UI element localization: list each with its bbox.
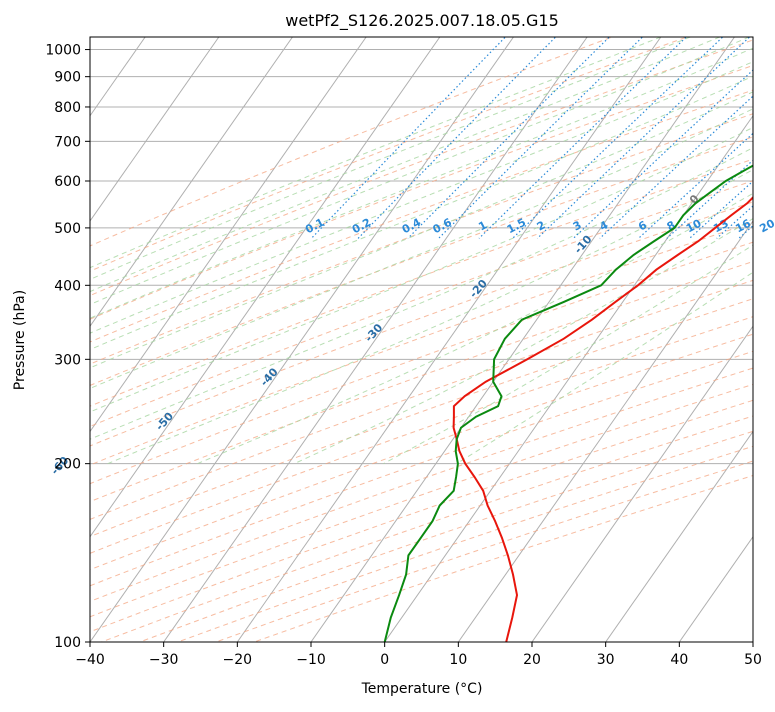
dry-adiabat <box>254 35 775 642</box>
y-tick-label: 100 <box>54 635 81 651</box>
dry-adiabat <box>63 35 775 642</box>
plot-frame <box>90 37 753 642</box>
x-tick-label: 50 <box>744 652 762 668</box>
y-axis-label: Pressure (hPa) <box>12 290 28 390</box>
chart-title: wetPf2_S126.2025.007.18.05.G15 <box>285 11 559 31</box>
dry-adiabat <box>0 35 775 642</box>
mixing-ratio-line <box>600 35 775 239</box>
isotherm-line <box>0 37 366 642</box>
dry-adiabat <box>0 35 775 642</box>
x-tick-label: 10 <box>449 652 467 668</box>
x-tick-label: −40 <box>75 652 105 668</box>
isotherm-line <box>0 37 219 642</box>
moist-adiabat <box>0 37 690 464</box>
y-tick-label: 300 <box>54 352 81 368</box>
dry-adiabat <box>216 35 775 642</box>
mixing-ratio-line <box>311 35 507 239</box>
x-axis-label: Temperature (°C) <box>361 681 483 697</box>
temperature-profile-line <box>454 56 775 642</box>
dry-adiabat <box>0 35 775 642</box>
mixing-ratio-label: 13 <box>711 217 731 236</box>
dry-adiabat <box>0 35 775 642</box>
x-tick-label: −30 <box>149 652 179 668</box>
x-tick-label: −10 <box>296 652 326 668</box>
mixing-ratio-label: 1.5 <box>505 216 528 237</box>
isotherm-label: -30 <box>362 321 385 345</box>
dry-adiabat <box>0 35 775 642</box>
dry-adiabat <box>0 35 694 642</box>
x-tick-label: 40 <box>670 652 688 668</box>
moist-adiabat <box>294 37 775 464</box>
mixing-ratio-line <box>717 35 775 239</box>
y-tick-label: 900 <box>54 70 81 86</box>
mixing-ratio-label: 2 <box>535 218 548 233</box>
dry-adiabat <box>0 35 775 642</box>
mixing-ratio-label: 16 <box>733 217 753 236</box>
isotherm-line <box>385 37 775 642</box>
mixing-ratio-label: 4 <box>597 218 610 233</box>
dry-adiabat <box>0 35 775 642</box>
mixing-ratio-label: 20 <box>757 217 775 236</box>
background-lines <box>0 35 775 642</box>
y-tick-label: 700 <box>54 134 81 150</box>
dry-adiabat <box>0 35 775 642</box>
isotherm-line <box>90 37 514 642</box>
isotherm-line <box>0 37 72 642</box>
mixing-ratio-labels: 0.10.20.40.611.52346810131620253036 <box>303 216 775 237</box>
y-tick-label: 400 <box>54 278 81 294</box>
dry-adiabat <box>0 35 775 642</box>
x-tick-label: 30 <box>597 652 615 668</box>
isotherm-line <box>679 37 775 642</box>
moist-adiabat <box>0 37 661 464</box>
mixing-ratio-line <box>358 35 558 239</box>
y-tick-label: 600 <box>54 174 81 190</box>
isotherm-line <box>0 37 293 642</box>
mixing-ratio-label: 10 <box>684 217 704 236</box>
y-tick-label: 800 <box>54 100 81 116</box>
mixing-ratio-line <box>639 35 775 239</box>
isotherm-label: -40 <box>258 365 281 389</box>
isotherm-line <box>532 37 775 642</box>
moist-adiabat <box>197 37 775 464</box>
mixing-ratio-line <box>667 35 775 239</box>
y-tick-label: 1000 <box>45 43 81 59</box>
mixing-ratio-line <box>479 35 689 239</box>
dry-adiabat <box>0 35 775 642</box>
dry-adiabat <box>0 35 775 642</box>
x-tick-label: −20 <box>223 652 253 668</box>
isotherm-label: -20 <box>467 277 490 301</box>
x-ticks: −40 −30 −20 −10 0 10 20 30 40 50 <box>75 642 762 668</box>
mixing-ratio-line <box>739 35 775 239</box>
dry-adiabat <box>0 35 775 642</box>
dry-adiabat <box>0 35 775 642</box>
isotherm-line <box>753 37 775 642</box>
mixing-ratio-label: 6 <box>636 218 649 233</box>
mixing-ratio-line <box>690 35 775 239</box>
x-tick-label: 20 <box>523 652 541 668</box>
y-ticks: 100 200 300 400 500 600 700 800 900 1000 <box>45 43 90 651</box>
dry-adiabat <box>0 35 775 642</box>
dry-adiabat <box>0 35 775 642</box>
x-tick-label: 0 <box>380 652 389 668</box>
mixing-ratio-label: 0.6 <box>431 216 455 237</box>
mixing-ratio-label: 3 <box>571 218 584 233</box>
dry-adiabat <box>140 35 775 642</box>
dry-adiabat <box>102 35 775 642</box>
mixing-ratio-label: 0.1 <box>303 216 326 237</box>
mixing-ratio-label: 0.2 <box>350 216 373 237</box>
dry-adiabat <box>0 35 775 642</box>
y-tick-label: 500 <box>54 221 81 237</box>
mixing-ratio-line <box>537 35 752 239</box>
moist-adiabat <box>108 37 775 464</box>
y-tick-label: 200 <box>54 457 81 473</box>
mixing-ratio-line <box>763 35 775 239</box>
